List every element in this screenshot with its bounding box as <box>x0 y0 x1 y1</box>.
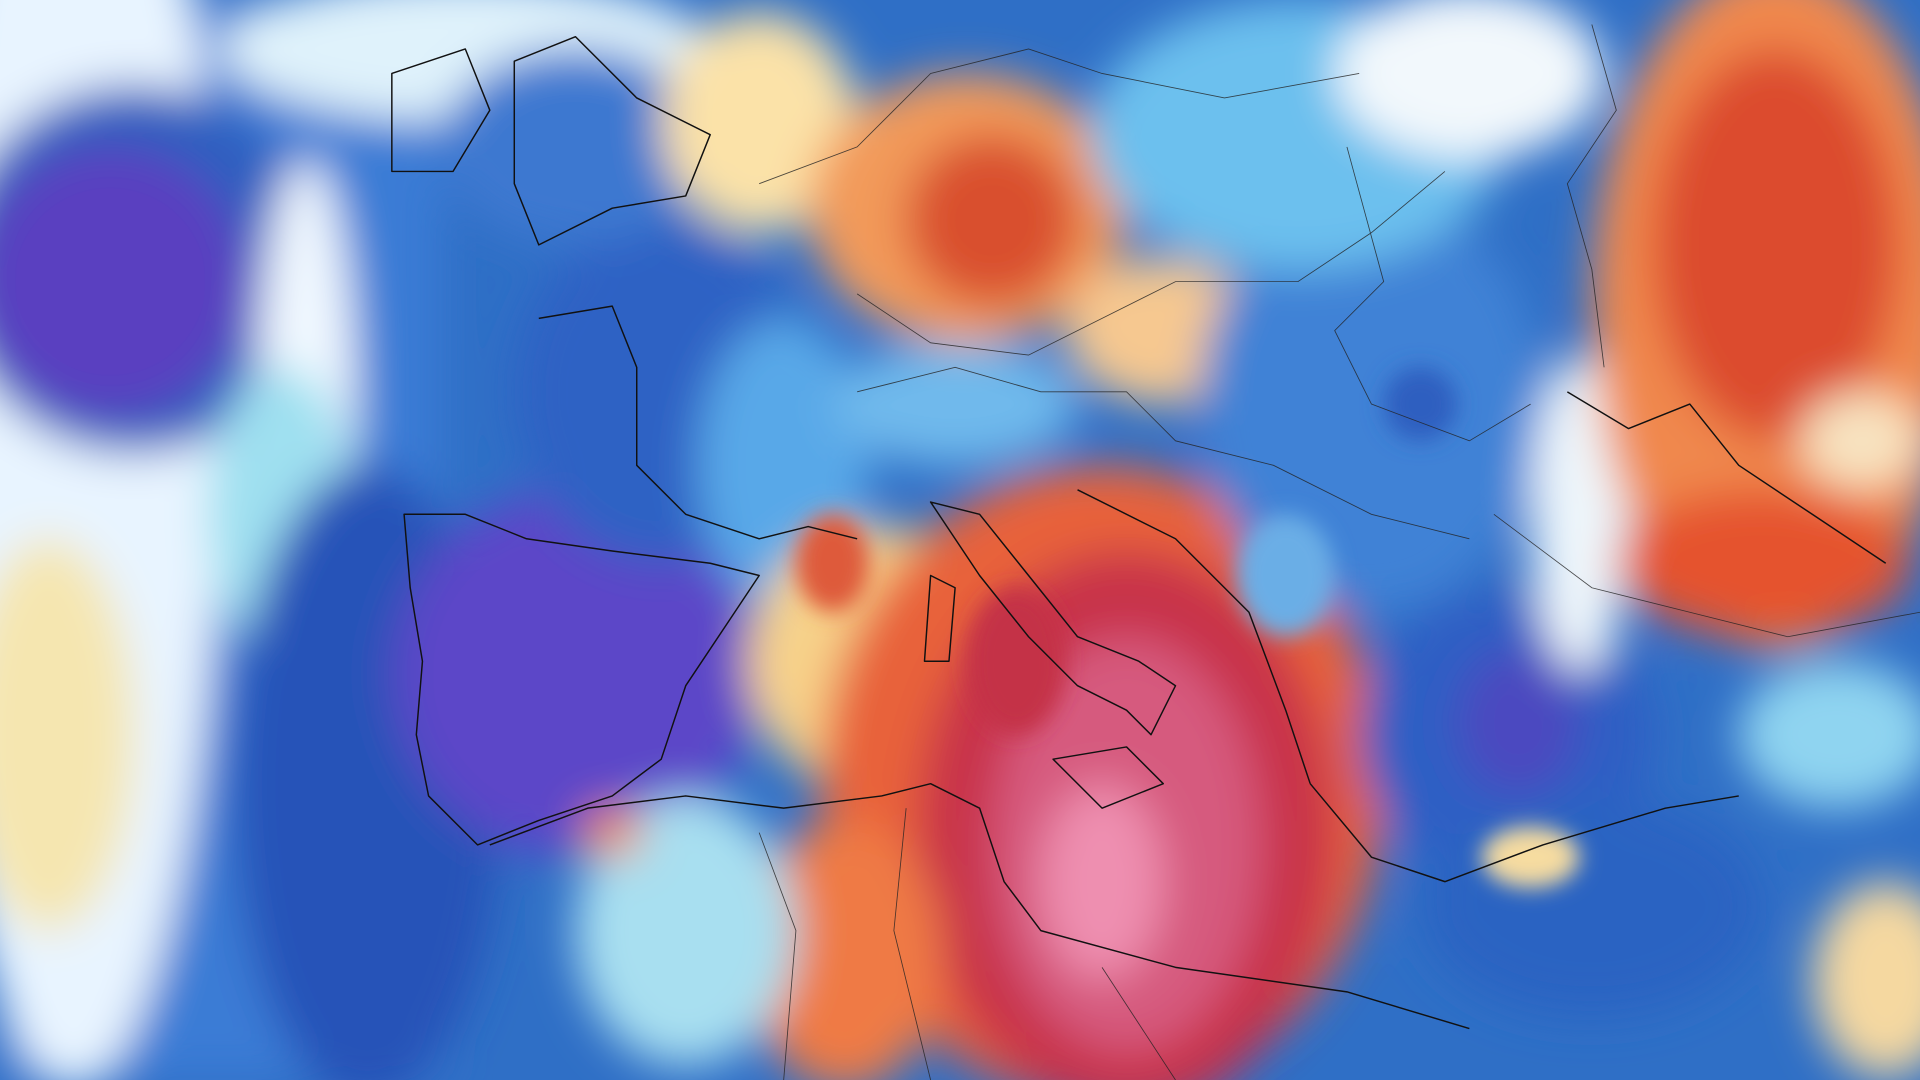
turkey-coast <box>1309 783 1739 883</box>
pale-yellow-north <box>661 12 858 233</box>
detail-red <box>795 514 870 613</box>
sardinia-coast <box>923 574 956 662</box>
africa-coast <box>489 782 1470 1030</box>
north-white <box>1334 0 1605 160</box>
aegean-purple <box>1457 648 1580 796</box>
border <box>856 171 1446 356</box>
black-sea-white <box>1530 355 1629 674</box>
france-coast <box>538 305 858 540</box>
purple-core <box>0 146 245 417</box>
italy-coast <box>929 501 1177 736</box>
algeria-cyan <box>575 795 796 1066</box>
east-cyan <box>1738 661 1920 809</box>
med-light-pink <box>1040 783 1164 980</box>
detail-blue <box>1383 367 1458 441</box>
iberia-purple <box>391 489 760 858</box>
border <box>1334 146 1531 442</box>
detail-yellow <box>1481 826 1580 888</box>
border <box>1493 513 1920 638</box>
detail-red <box>967 587 1066 735</box>
spot-orange <box>581 808 643 858</box>
iberia-coast <box>403 513 760 846</box>
ukraine-red <box>1653 48 1898 441</box>
border <box>893 808 932 1080</box>
germany-red <box>906 134 1078 307</box>
anomaly-detail <box>795 367 1580 888</box>
africa-orange <box>746 820 943 1080</box>
border <box>857 366 1470 540</box>
borders <box>758 24 1920 1080</box>
turkey-north-red <box>1616 489 1911 637</box>
levant-blue <box>1420 795 1764 1017</box>
britain-coast <box>513 36 711 246</box>
sicily-coast <box>1052 746 1164 809</box>
east-pale <box>1800 391 1920 490</box>
black-sea-coast <box>1566 391 1887 564</box>
border <box>1101 967 1176 1080</box>
border <box>758 832 797 1080</box>
ireland-coast <box>391 48 491 173</box>
uk-blue <box>440 48 711 245</box>
border <box>759 48 1360 185</box>
coastlines <box>391 36 1887 1030</box>
alps-blue <box>832 342 1078 466</box>
east-yellow <box>1812 881 1920 1078</box>
pale-yellow <box>0 538 135 931</box>
border <box>1566 24 1617 368</box>
detail-blue <box>1236 514 1335 637</box>
adriatic-coast <box>1077 489 1311 784</box>
